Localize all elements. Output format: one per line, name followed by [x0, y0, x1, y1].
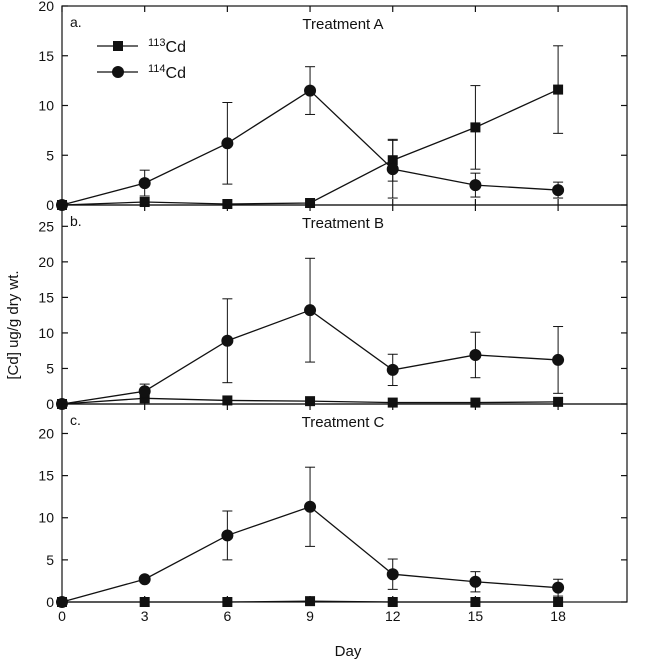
data-point-square — [305, 596, 316, 607]
data-point-square — [139, 197, 150, 208]
y-tick-label: 20 — [38, 425, 54, 441]
y-tick-label: 0 — [46, 594, 54, 610]
data-point-circle — [469, 179, 482, 192]
panel-title: Treatment B — [302, 215, 384, 232]
y-tick-label: 25 — [38, 218, 54, 234]
x-tick-label: 0 — [58, 608, 66, 624]
y-tick-label: 10 — [38, 98, 54, 114]
data-point-square — [222, 597, 233, 607]
data-point-square — [387, 397, 398, 408]
y-tick-label: 20 — [38, 254, 54, 270]
y-tick-label: 15 — [38, 468, 54, 484]
data-point-circle — [304, 84, 317, 97]
data-point-circle — [138, 177, 151, 190]
panel-title: Treatment C — [302, 414, 385, 431]
y-tick-label: 5 — [46, 147, 54, 163]
legend-label: 113Cd — [148, 37, 186, 56]
panel-3: 0 5 10 15 20 0 3 6 9 12 15 18 c. Treatment C — [38, 403, 628, 624]
data-point-circle — [221, 334, 234, 347]
data-point-square — [139, 597, 150, 607]
x-tick-label: 15 — [468, 608, 484, 624]
series-114Cd — [56, 466, 565, 608]
legend-element: Cd — [166, 65, 186, 82]
data-point-circle — [386, 163, 399, 176]
data-point-circle — [221, 529, 234, 542]
series-113Cd — [57, 596, 564, 607]
y-tick-label: 20 — [38, 0, 54, 14]
data-point-square — [553, 84, 564, 95]
y-axis-label: [Cd] ug/g dry wt. — [5, 270, 22, 379]
panel-letter: a. — [70, 14, 82, 30]
x-tick-label: 12 — [385, 608, 401, 624]
data-point-square — [305, 396, 316, 407]
y-tick-label: 10 — [38, 325, 54, 341]
y-tick-label: 15 — [38, 289, 54, 305]
plot-frame — [61, 5, 628, 206]
y-tick-label: 0 — [46, 396, 54, 412]
y-tick-label: 5 — [46, 552, 54, 568]
data-point-circle — [552, 353, 565, 366]
data-point-circle — [138, 573, 151, 586]
data-point-square — [305, 198, 316, 209]
data-point-square — [553, 396, 564, 407]
panel-letter: c. — [70, 412, 81, 428]
x-tick-label: 6 — [223, 608, 231, 624]
legend-element: Cd — [166, 39, 186, 56]
x-tick-label: 9 — [306, 608, 314, 624]
data-point-square — [470, 597, 481, 607]
legend-isotope-mass: 114 — [148, 63, 166, 75]
x-axis-label: Day — [335, 643, 362, 660]
data-point-circle — [469, 348, 482, 361]
data-point-square — [470, 397, 481, 408]
legend-label: 114Cd — [148, 63, 186, 82]
legend-marker-circle — [112, 66, 124, 78]
y-tick-label: 0 — [46, 197, 54, 213]
y-tick-label: 15 — [38, 48, 54, 64]
series-114Cd — [56, 257, 565, 410]
data-point-circle — [221, 137, 234, 150]
y-tick-label: 5 — [46, 360, 54, 376]
data-point-circle — [138, 385, 151, 398]
plot-frame — [61, 204, 628, 405]
data-point-square — [222, 199, 233, 210]
series-114Cd — [56, 66, 565, 211]
data-point-square — [553, 597, 564, 607]
panel-title: Treatment A — [302, 16, 383, 33]
x-tick-label: 3 — [141, 608, 149, 624]
data-point-circle — [552, 184, 565, 197]
panel-letter: b. — [70, 213, 82, 229]
data-point-square — [387, 597, 398, 607]
data-point-square — [222, 395, 233, 406]
legend-isotope-mass: 113 — [148, 37, 166, 49]
x-tick-label: 18 — [550, 608, 566, 624]
data-point-circle — [304, 500, 317, 513]
legend-marker-square — [113, 41, 123, 51]
y-tick-label: 10 — [38, 510, 54, 526]
data-point-circle — [552, 581, 565, 594]
panel-2: 0 5 10 15 20 25 b. Treatment B — [38, 204, 628, 412]
data-point-circle — [386, 363, 399, 376]
data-point-circle — [56, 596, 68, 608]
data-point-circle — [386, 568, 399, 581]
plot-frame — [61, 403, 628, 603]
data-point-square — [470, 122, 481, 133]
data-point-circle — [304, 304, 317, 317]
data-point-circle — [469, 575, 482, 588]
